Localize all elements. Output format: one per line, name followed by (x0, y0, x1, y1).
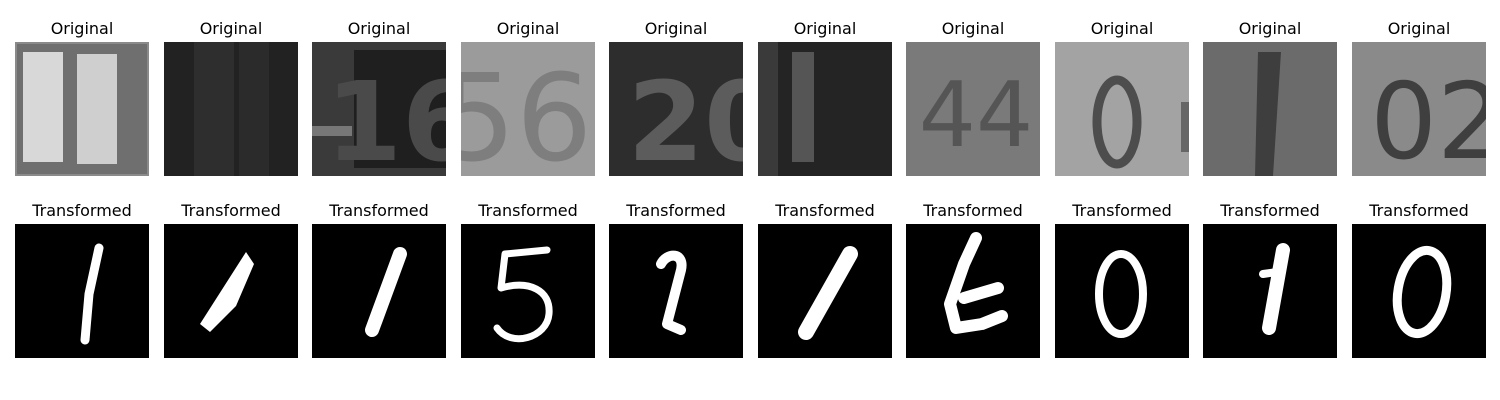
transformed-caption-9: Transformed (1220, 201, 1320, 220)
transformed-image-1 (15, 224, 149, 358)
original-image-10: 02 (1352, 42, 1486, 176)
transformed-caption-2: Transformed (181, 201, 281, 220)
transformed-image-4 (461, 224, 595, 358)
original-caption-6: Original (793, 19, 857, 38)
original-caption-10: Original (1387, 19, 1451, 38)
transformed-image-3 (312, 224, 446, 358)
original-image-4: 56 (461, 42, 595, 176)
original-caption-8: Original (1090, 19, 1154, 38)
transformed-image-7 (906, 224, 1040, 358)
original-image-2 (164, 42, 298, 176)
svg-text:16: 16 (325, 58, 446, 176)
transformed-image-10 (1352, 224, 1486, 358)
transformed-caption-3: Transformed (329, 201, 429, 220)
original-caption-2: Original (199, 19, 263, 38)
transformed-caption-7: Transformed (923, 201, 1023, 220)
transformed-image-5 (609, 224, 743, 358)
transformed-caption-10: Transformed (1369, 201, 1469, 220)
transformed-caption-5: Transformed (626, 201, 726, 220)
transformed-image-2 (164, 224, 298, 358)
original-image-9 (1203, 42, 1337, 176)
transformed-caption-1: Transformed (32, 201, 132, 220)
transformed-image-9 (1203, 224, 1337, 358)
original-image-7: 44 (906, 42, 1040, 176)
transformed-caption-8: Transformed (1072, 201, 1172, 220)
original-image-6 (758, 42, 892, 176)
svg-text:44: 44 (919, 63, 1034, 168)
transformed-caption-4: Transformed (478, 201, 578, 220)
original-caption-4: Original (496, 19, 560, 38)
svg-text:20: 20 (627, 58, 743, 176)
original-image-1 (15, 42, 149, 176)
original-caption-3: Original (347, 19, 411, 38)
original-caption-9: Original (1238, 19, 1302, 38)
original-image-8 (1055, 42, 1189, 176)
original-image-3: 16 (312, 42, 446, 176)
original-caption-5: Original (644, 19, 708, 38)
transformed-caption-6: Transformed (775, 201, 875, 220)
transformed-image-8 (1055, 224, 1189, 358)
transformed-image-6 (758, 224, 892, 358)
svg-text:56: 56 (461, 50, 592, 176)
original-caption-7: Original (941, 19, 1005, 38)
original-image-5: 20 (609, 42, 743, 176)
original-caption-1: Original (50, 19, 114, 38)
svg-text:02: 02 (1370, 61, 1486, 176)
